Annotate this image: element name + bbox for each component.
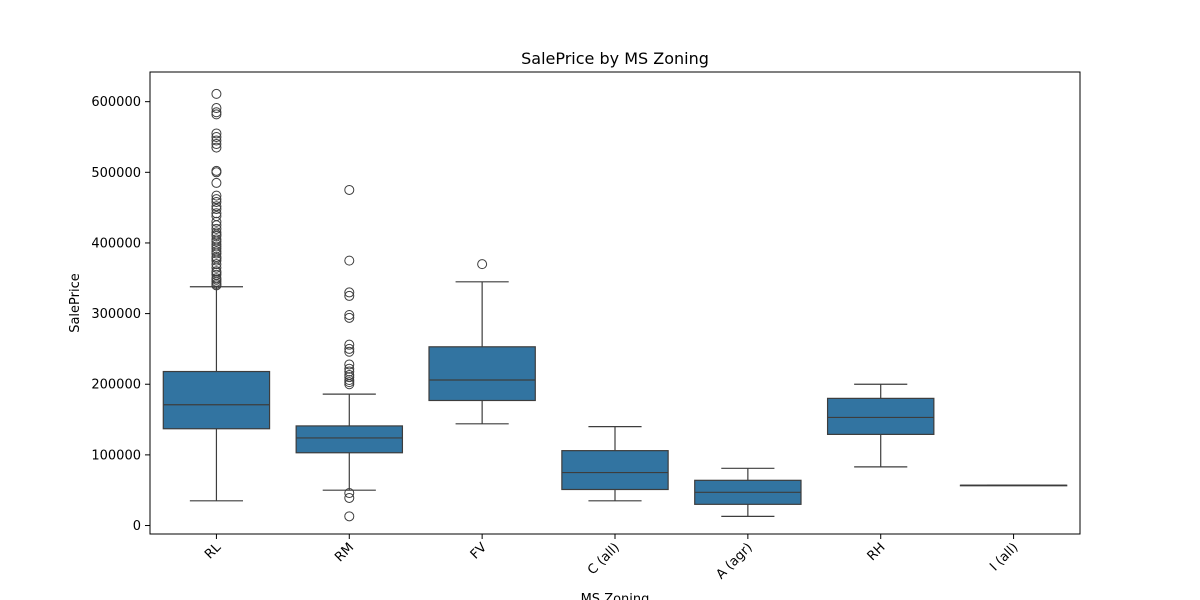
box-i-all	[959, 484, 1068, 487]
box-rh	[826, 383, 935, 468]
outlier-point	[344, 511, 355, 522]
outlier-point	[211, 239, 222, 250]
outlier-point	[211, 208, 222, 219]
plot-area	[162, 88, 1068, 522]
y-tick-label: 600000	[91, 95, 141, 110]
outlier-point	[211, 204, 222, 215]
outlier-point	[344, 359, 355, 370]
outlier-point	[211, 194, 222, 205]
outlier-point	[344, 184, 355, 195]
outlier-point	[344, 339, 355, 350]
chart-title: SalePrice by MS Zoning	[521, 49, 709, 68]
outlier-point	[211, 88, 222, 99]
outlier-point	[344, 346, 355, 357]
outlier-point	[344, 310, 355, 321]
x-tick-label: RL	[202, 540, 225, 563]
outlier-point	[211, 211, 222, 222]
y-tick-label: 200000	[91, 378, 141, 393]
outlier-point	[211, 165, 222, 176]
outlier-point	[211, 196, 222, 207]
outlier-point	[211, 259, 222, 270]
outlier-point	[344, 312, 355, 323]
iqr-box	[561, 450, 669, 491]
outlier-point	[211, 128, 222, 139]
outlier-point	[211, 201, 222, 212]
x-tick-label: RM	[332, 540, 357, 565]
outlier-point	[211, 246, 222, 257]
outlier-point	[344, 488, 355, 499]
outlier-point	[344, 290, 355, 301]
x-tick-label: A (agr)	[713, 540, 755, 582]
outlier-point	[344, 375, 355, 385]
y-tick-label: 100000	[91, 448, 141, 463]
outlier-point	[344, 287, 355, 298]
x-tick-label: RH	[865, 540, 889, 564]
y-tick-label: 300000	[91, 307, 141, 322]
outlier-point	[344, 255, 355, 266]
outlier-point	[211, 234, 222, 245]
outlier-point	[344, 363, 355, 374]
x-tick-label: FV	[468, 540, 490, 562]
outlier-point	[477, 259, 488, 270]
x-axis-label: MS Zoning	[581, 592, 650, 600]
outlier-point	[211, 103, 222, 114]
x-tick-label: I (all)	[987, 540, 1021, 574]
outlier-point	[211, 273, 222, 284]
outlier-point	[211, 142, 222, 153]
outlier-point	[344, 366, 355, 377]
y-tick-label: 0	[133, 519, 141, 534]
outlier-point	[211, 223, 222, 234]
box-fv	[428, 259, 536, 425]
x-tick-label: C (all)	[585, 540, 623, 578]
outlier-point	[211, 139, 222, 150]
outlier-point	[211, 252, 222, 263]
iqr-box	[428, 346, 536, 402]
outlier-point	[211, 227, 222, 238]
outlier-point	[344, 370, 355, 381]
outlier-point	[211, 135, 222, 146]
outlier-point	[344, 492, 355, 503]
y-axis: 0 100000 200000 300000 400000 500000 600000	[91, 95, 150, 534]
y-tick-label: 400000	[91, 236, 141, 251]
outlier-point	[211, 177, 222, 188]
outlier-point	[211, 131, 222, 142]
outlier-point	[344, 343, 355, 354]
iqr-box	[295, 425, 404, 454]
outlier-point	[211, 216, 222, 227]
outlier-point	[211, 190, 222, 201]
y-tick-label: 500000	[91, 166, 141, 181]
x-axis: RL RM FV C (all) A (agr) RH I (all)	[202, 534, 1021, 582]
outlier-point	[211, 266, 222, 277]
iqr-box	[826, 397, 935, 435]
iqr-box	[162, 370, 271, 430]
box-c-all	[561, 426, 669, 502]
box-a-agr	[694, 467, 802, 517]
box-rl	[162, 88, 271, 502]
y-axis-label: SalePrice	[68, 273, 83, 333]
box-rm	[295, 184, 404, 522]
outlier-point	[211, 107, 222, 118]
